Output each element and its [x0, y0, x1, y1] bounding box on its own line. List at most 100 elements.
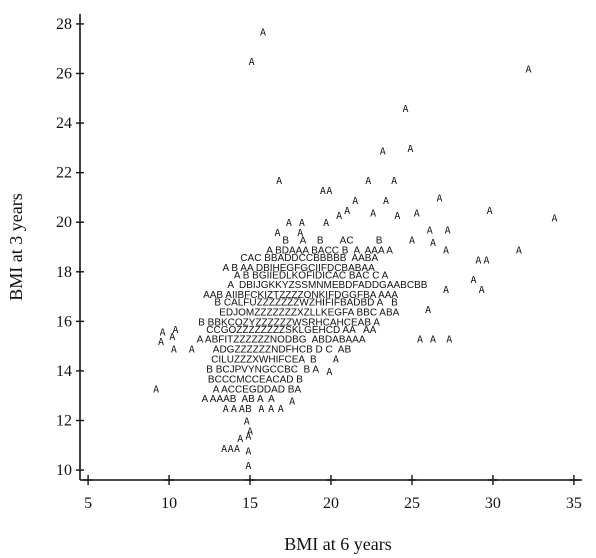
point-cluster-row: BCCCMCCEACAD B: [208, 374, 303, 385]
y-tick-label: 28: [56, 16, 72, 33]
y-tick-label: 18: [56, 264, 72, 281]
x-tick-label: 5: [84, 495, 92, 512]
data-point: A: [239, 404, 245, 415]
data-point: A: [171, 345, 177, 356]
point-cluster-row: CAC BBADDCCBBBBB AABA: [240, 253, 378, 264]
y-tick-label: 12: [56, 413, 72, 430]
x-tick-label: 25: [404, 495, 420, 512]
data-point: A: [344, 206, 350, 217]
data-point: A: [417, 335, 423, 346]
data-point: A: [245, 461, 251, 472]
point-cluster-row: A BDAAA BACC B A AAA A: [266, 245, 393, 256]
data-point: A: [231, 404, 237, 415]
data-point: A: [380, 146, 386, 157]
x-tick-label: 35: [566, 495, 582, 512]
data-point: A: [153, 384, 159, 395]
data-point: A: [268, 404, 274, 415]
data-point: A: [436, 193, 442, 204]
data-point: A: [470, 275, 476, 286]
x-tick-label: 20: [323, 495, 339, 512]
data-point: A: [160, 327, 166, 338]
data-point: A: [383, 196, 389, 207]
y-tick-label: 22: [56, 165, 72, 182]
point-cluster-row: B BCJPVYNGCCBC B A: [206, 364, 319, 375]
data-point: A: [430, 335, 436, 346]
data-point: A: [244, 417, 250, 428]
x-tick-label: 10: [161, 495, 177, 512]
data-point: A: [402, 104, 408, 115]
data-point: A: [443, 245, 449, 256]
y-tick-label: 26: [56, 65, 72, 82]
data-point: A: [407, 144, 413, 155]
data-point: A: [297, 228, 303, 239]
data-point: A: [169, 332, 175, 343]
data-point: A: [487, 206, 493, 217]
data-point: A: [427, 226, 433, 237]
point-cluster-row: A B AA DBIHEGFGCIIFDCBABAA: [223, 263, 376, 274]
point-cluster-row: B CALFUZZZZZZZWZHIFIFBADBD A B: [214, 298, 398, 309]
data-point: A: [326, 367, 332, 378]
point-cluster-row: EDJOMZZZZZZZXZLLKEGFA BBC ABA: [219, 307, 399, 318]
data-point: A: [526, 65, 532, 76]
data-point: A: [276, 176, 282, 187]
data-point: A: [430, 238, 436, 249]
data-point: A: [414, 208, 420, 219]
y-tick-label: 20: [56, 214, 72, 231]
data-point: A: [158, 337, 164, 348]
point-cluster-row: CILUZZZXWHIFCEA B: [211, 355, 317, 366]
data-point: A: [258, 404, 264, 415]
data-point: A: [333, 355, 339, 366]
data-point: A: [221, 444, 227, 455]
data-point: A: [260, 27, 266, 38]
y-axis-label: BMI at 3 years: [6, 193, 26, 300]
point-cluster-row: A DBIJGKKYZSSMNMEBDFADDGAABCBB: [227, 280, 427, 291]
point-cluster-row: CCGOZZZZZZZZSKLGEHCD AA AA: [206, 325, 376, 336]
data-point: A: [249, 57, 255, 68]
x-axis-label: BMI at 6 years: [284, 534, 391, 554]
data-point: A: [237, 434, 243, 445]
data-point: A: [278, 404, 284, 415]
data-point: A: [223, 404, 229, 415]
data-point: A: [228, 444, 234, 455]
data-point: A: [391, 176, 397, 187]
data-point: A: [516, 245, 522, 256]
data-point: A: [245, 446, 251, 457]
data-point: A: [443, 285, 449, 296]
point-cluster-row: B: [245, 404, 252, 415]
data-point: A: [409, 236, 415, 247]
data-point: A: [289, 397, 295, 408]
data-point: A: [275, 228, 281, 239]
data-point: A: [425, 305, 431, 316]
y-tick-label: 10: [56, 462, 72, 479]
data-point: A: [370, 208, 376, 219]
x-tick-label: 30: [485, 495, 501, 512]
data-point: A: [365, 176, 371, 187]
data-point: A: [551, 213, 557, 224]
point-cluster-row: A B BGIIEDLKOFIDICAC BAC C A: [234, 270, 389, 281]
x-tick-label: 15: [242, 495, 258, 512]
data-point: A: [446, 335, 452, 346]
point-cluster-row: A ABFITZZZZZZNODBG ABDABAAA: [197, 335, 366, 346]
y-tick-label: 16: [56, 313, 72, 330]
x-ticks: 5 10 15 20 25 30 35: [83, 475, 582, 512]
data-point: A: [483, 255, 489, 266]
y-tick-label: 14: [56, 363, 72, 380]
y-ticks: 10 12 14 16 18 20 22 24 26 28: [56, 16, 84, 479]
data-point: A: [245, 431, 251, 442]
y-tick-label: 24: [56, 115, 72, 132]
data-point: A: [247, 426, 253, 437]
data-point: A: [352, 196, 358, 207]
point-cluster-row: AAB AIIBFCKIZTZZZZONKIFDGGFBA AAA: [203, 290, 398, 301]
data-point: A: [394, 211, 400, 222]
point-cluster-row: B BBKCOZYZZZZZZWSRHCAHCEAB A: [198, 317, 380, 328]
point-cluster-row: A ACCEGDDAD BA: [213, 384, 302, 395]
data-point: A: [189, 345, 195, 356]
data-point: A: [234, 444, 240, 455]
data-point: A: [323, 218, 329, 229]
data-point: A: [326, 186, 332, 197]
data-point: A: [286, 218, 292, 229]
data-point: A: [479, 285, 485, 296]
